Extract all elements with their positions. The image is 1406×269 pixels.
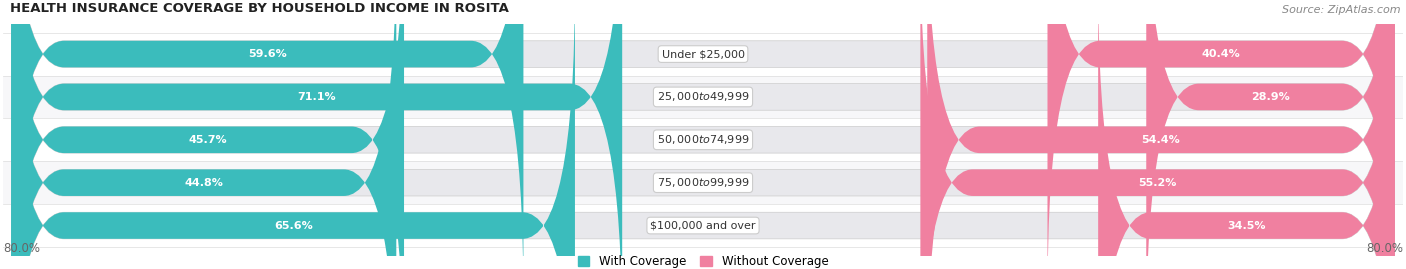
Text: $50,000 to $74,999: $50,000 to $74,999 (657, 133, 749, 146)
FancyBboxPatch shape (11, 0, 1395, 269)
Text: $75,000 to $99,999: $75,000 to $99,999 (657, 176, 749, 189)
FancyBboxPatch shape (11, 0, 1395, 269)
FancyBboxPatch shape (1146, 0, 1395, 269)
Text: $100,000 and over: $100,000 and over (650, 221, 756, 231)
Text: 59.6%: 59.6% (247, 49, 287, 59)
Text: 80.0%: 80.0% (1367, 242, 1403, 255)
Text: Under $25,000: Under $25,000 (661, 49, 745, 59)
Bar (3, 118, 1403, 161)
Bar (3, 204, 1403, 247)
FancyBboxPatch shape (11, 0, 575, 269)
Text: 54.4%: 54.4% (1142, 135, 1180, 145)
FancyBboxPatch shape (11, 0, 1395, 269)
Bar (3, 161, 1403, 204)
Text: 71.1%: 71.1% (298, 92, 336, 102)
Text: 44.8%: 44.8% (184, 178, 224, 188)
FancyBboxPatch shape (1047, 0, 1395, 269)
FancyBboxPatch shape (11, 0, 523, 269)
FancyBboxPatch shape (921, 0, 1395, 269)
FancyBboxPatch shape (11, 0, 623, 269)
FancyBboxPatch shape (11, 0, 1395, 269)
Text: 80.0%: 80.0% (3, 242, 39, 255)
Text: 65.6%: 65.6% (274, 221, 312, 231)
Text: 40.4%: 40.4% (1202, 49, 1240, 59)
FancyBboxPatch shape (11, 0, 396, 269)
Bar (3, 33, 1403, 76)
FancyBboxPatch shape (1098, 0, 1395, 269)
Text: HEALTH INSURANCE COVERAGE BY HOUSEHOLD INCOME IN ROSITA: HEALTH INSURANCE COVERAGE BY HOUSEHOLD I… (10, 2, 509, 15)
Text: 28.9%: 28.9% (1251, 92, 1289, 102)
Text: 55.2%: 55.2% (1139, 178, 1177, 188)
Text: $25,000 to $49,999: $25,000 to $49,999 (657, 90, 749, 104)
Text: 45.7%: 45.7% (188, 135, 228, 145)
Bar (3, 76, 1403, 118)
FancyBboxPatch shape (11, 0, 404, 269)
Legend: With Coverage, Without Coverage: With Coverage, Without Coverage (578, 255, 828, 268)
FancyBboxPatch shape (927, 0, 1395, 269)
Text: Source: ZipAtlas.com: Source: ZipAtlas.com (1282, 5, 1400, 15)
FancyBboxPatch shape (11, 0, 1395, 269)
Text: 34.5%: 34.5% (1227, 221, 1265, 231)
